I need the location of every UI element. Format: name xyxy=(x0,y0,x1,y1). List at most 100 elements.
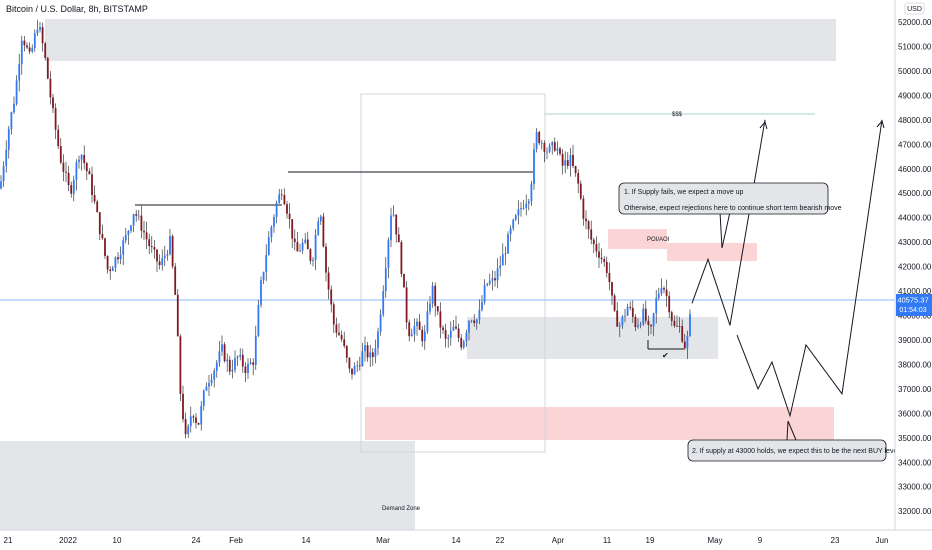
price-badge-countdown: 01:54:03 xyxy=(899,307,926,314)
candle-body xyxy=(137,215,140,217)
note-callout-top[interactable]: 1. If Supply fails, we expect a move up … xyxy=(618,182,842,215)
buy-zone xyxy=(365,407,834,440)
candle-body xyxy=(213,370,216,380)
candle-body xyxy=(98,212,101,235)
candle-body xyxy=(426,311,429,332)
candle-body xyxy=(421,329,424,342)
candle-body xyxy=(423,331,426,342)
candle-body xyxy=(296,242,299,252)
candle-body xyxy=(595,244,598,252)
candle-body xyxy=(319,216,322,222)
candle-body xyxy=(257,304,260,336)
candle-body xyxy=(616,310,619,327)
candle-body xyxy=(338,332,340,335)
time-tick: 2022 xyxy=(59,536,77,545)
time-axis[interactable] xyxy=(0,530,932,550)
candle-body xyxy=(0,181,2,189)
note-top-line1: 1. If Supply fails, we expect a move up xyxy=(624,189,744,196)
candle-body xyxy=(377,331,379,349)
candle-body xyxy=(148,239,151,247)
price-axis[interactable] xyxy=(895,0,932,530)
candle-body xyxy=(652,313,655,327)
candle-body xyxy=(413,325,416,335)
candle-body xyxy=(65,171,67,173)
candle-body xyxy=(621,316,624,326)
candle-body xyxy=(507,234,509,254)
check-icon: ✔ xyxy=(662,351,669,360)
candle-body xyxy=(473,320,476,324)
candle-body xyxy=(639,324,642,326)
candle-body xyxy=(551,142,554,146)
candle-body xyxy=(343,339,346,346)
candle-body xyxy=(327,272,330,290)
candle-body xyxy=(306,239,309,250)
candle-body xyxy=(561,153,564,166)
candle-body xyxy=(140,215,143,231)
candle-body xyxy=(613,295,616,311)
candle-body xyxy=(273,216,275,228)
price-tick: 35000.00 xyxy=(898,434,932,443)
candle-body xyxy=(278,194,281,203)
liquidity-label: $$$ xyxy=(672,112,683,118)
candle-body xyxy=(501,254,504,266)
candle-body xyxy=(405,287,408,323)
candle-body xyxy=(101,234,104,239)
time-axis-ticks: 21 2022 10 24 Feb 14 Mar 14 22 Apr 11 19 May 9 23 Jun xyxy=(4,536,889,545)
candle-body xyxy=(673,320,676,326)
candle-body xyxy=(52,97,54,109)
candle-body xyxy=(20,40,23,65)
candle-body xyxy=(62,162,65,172)
time-tick: 23 xyxy=(831,536,840,545)
candle-body xyxy=(379,314,382,332)
candle-body xyxy=(538,132,541,144)
time-tick: 9 xyxy=(758,536,763,545)
demand-zone-bottom xyxy=(0,441,415,533)
candle-body xyxy=(356,365,359,367)
candle-body xyxy=(486,283,489,286)
candle-body xyxy=(624,315,626,317)
poi-label: POI/AOI xyxy=(647,237,670,243)
candle-body xyxy=(447,337,450,339)
candle-body xyxy=(429,303,431,312)
candle-body xyxy=(655,297,658,314)
candle-body xyxy=(384,267,387,292)
price-tick: 48000.00 xyxy=(898,116,932,125)
candle-body xyxy=(559,148,561,154)
candle-body xyxy=(91,174,93,196)
price-tick: 33000.00 xyxy=(898,483,932,492)
candle-body xyxy=(566,160,569,166)
candle-body xyxy=(156,249,158,262)
candle-body xyxy=(33,33,36,49)
price-tick: 34000.00 xyxy=(898,458,932,467)
price-badge-value: 40575.37 xyxy=(897,296,928,305)
candle-body xyxy=(499,265,502,269)
candle-body xyxy=(481,302,483,310)
projection-path-up xyxy=(691,119,766,326)
candle-body xyxy=(135,214,138,216)
candle-body xyxy=(390,215,392,241)
price-tick: 46000.00 xyxy=(898,165,932,174)
candle-body xyxy=(293,238,296,243)
note-callout-bottom[interactable]: 2. If supply at 43000 holds, we expect t… xyxy=(687,439,899,462)
candle-body xyxy=(104,238,106,256)
candle-body xyxy=(5,149,8,167)
price-tick: 52000.00 xyxy=(898,18,932,27)
price-tick: 32000.00 xyxy=(898,507,932,516)
candle-body xyxy=(41,27,44,44)
candle-body xyxy=(179,336,182,394)
candle-body xyxy=(184,419,187,435)
candle-body xyxy=(210,379,213,384)
time-tick: Feb xyxy=(229,536,243,545)
candle-body xyxy=(520,208,522,210)
price-tick: 43000.00 xyxy=(898,238,932,247)
currency-button[interactable] xyxy=(904,2,925,15)
candle-body xyxy=(187,426,190,435)
candle-body xyxy=(54,108,57,130)
candle-body xyxy=(80,154,83,160)
time-tick: 14 xyxy=(302,536,311,545)
candle-body xyxy=(197,422,200,425)
note-bottom: 2. If supply at 43000 holds, we expect t… xyxy=(692,448,899,455)
candle-body xyxy=(13,103,15,113)
candle-body xyxy=(267,237,270,256)
